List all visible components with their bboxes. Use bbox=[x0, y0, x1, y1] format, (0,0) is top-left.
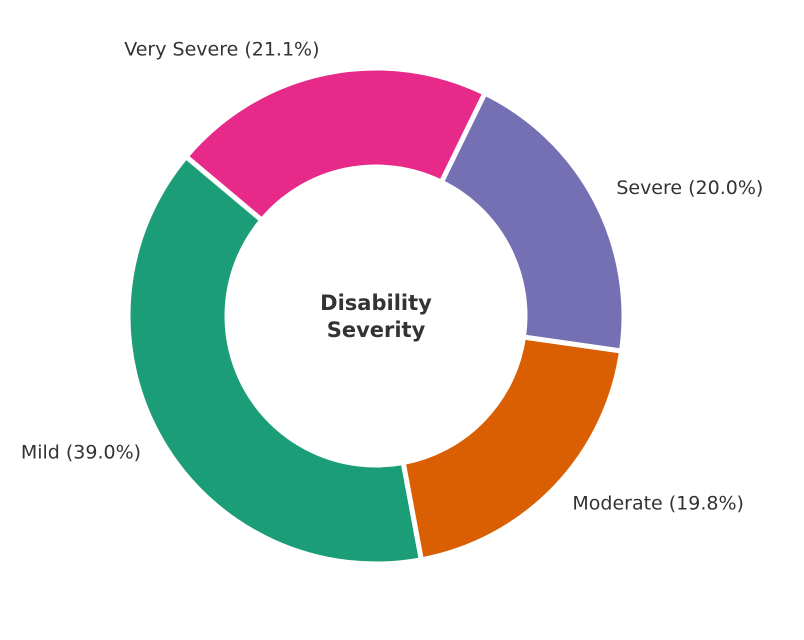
center-title-line-2: Severity bbox=[327, 318, 426, 342]
slices bbox=[125, 65, 627, 567]
center-title-line-1: Disability bbox=[320, 291, 432, 315]
slice-very-severe bbox=[182, 65, 489, 224]
slice-moderate bbox=[400, 334, 625, 563]
slice-severe bbox=[438, 89, 627, 354]
label-mild: Mild (39.0%) bbox=[21, 442, 141, 464]
label-moderate: Moderate (19.8%) bbox=[572, 493, 744, 515]
label-severe: Severe (20.0%) bbox=[616, 177, 763, 199]
label-very-severe: Very Severe (21.1%) bbox=[124, 38, 319, 60]
slice-mild bbox=[125, 153, 425, 567]
slice-labels: Mild (39.0%) Moderate (19.8%) Severe (20.0… bbox=[21, 38, 763, 514]
